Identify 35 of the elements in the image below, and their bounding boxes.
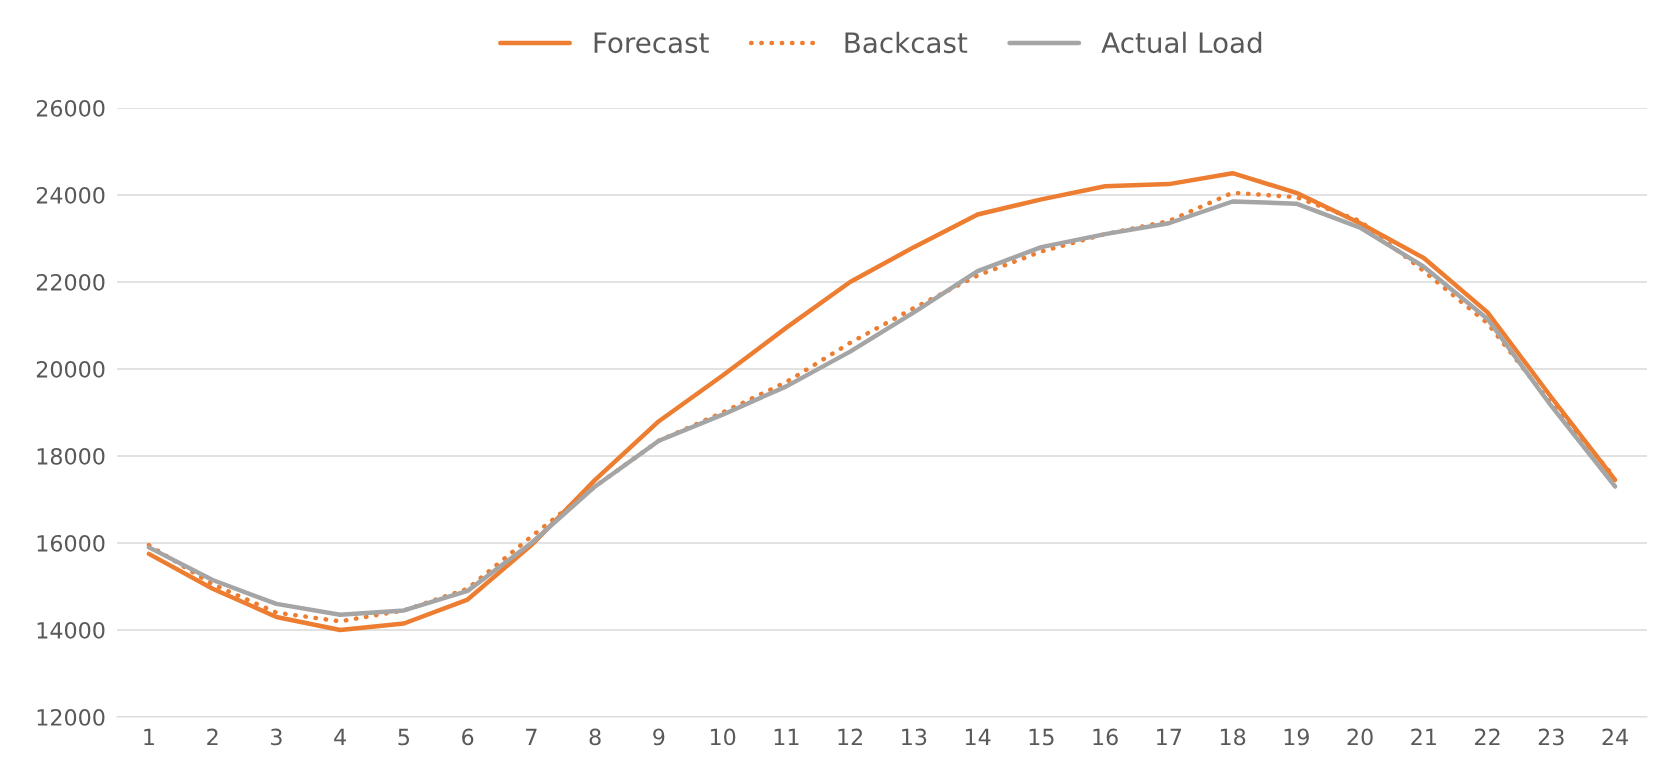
x-tick-label: 18 (1220, 728, 1246, 746)
x-tick-label: 1 (144, 728, 154, 746)
x-tick-label: 3 (271, 728, 282, 746)
x-tick-label: 4 (334, 728, 346, 746)
x-tick-label: 24 (1602, 728, 1628, 746)
x-tick-label: 19 (1284, 728, 1309, 746)
x-tick-label: 22 (1475, 728, 1500, 746)
x-tick-label: 8 (589, 728, 601, 746)
x-tick-label: 6 (462, 728, 474, 746)
y-tick-label: 26000 (36, 99, 105, 117)
y-tick-label: 24000 (36, 186, 105, 204)
legend-label: Backcast (845, 31, 968, 54)
x-tick-label: 12 (838, 728, 863, 746)
x-tick-label: 7 (526, 728, 537, 746)
x-tick-label: 23 (1538, 728, 1564, 746)
x-tick-label: 14 (965, 728, 991, 746)
x-tick-label: 9 (653, 728, 665, 746)
x-tick-label: 13 (902, 728, 927, 746)
legend-label: Actual Load (1101, 31, 1262, 54)
x-tick-label: 17 (1157, 728, 1182, 746)
x-tick-label: 5 (398, 728, 410, 746)
y-tick-label: 20000 (36, 360, 105, 378)
x-tick-label: 2 (207, 728, 218, 746)
x-tick-label: 20 (1347, 728, 1373, 746)
y-tick-label: 14000 (37, 621, 105, 639)
y-tick-label: 12000 (37, 708, 105, 726)
x-tick-label: 11 (774, 728, 799, 746)
x-tick-label: 16 (1093, 728, 1118, 746)
x-tick-label: 15 (1029, 728, 1054, 746)
y-tick-label: 22000 (36, 273, 105, 291)
x-tick-label: 10 (710, 728, 736, 746)
y-tick-label: 16000 (37, 534, 105, 552)
x-tick-label: 21 (1411, 728, 1436, 746)
y-tick-label: 18000 (37, 447, 105, 465)
legend-label: Forecast (594, 32, 709, 54)
